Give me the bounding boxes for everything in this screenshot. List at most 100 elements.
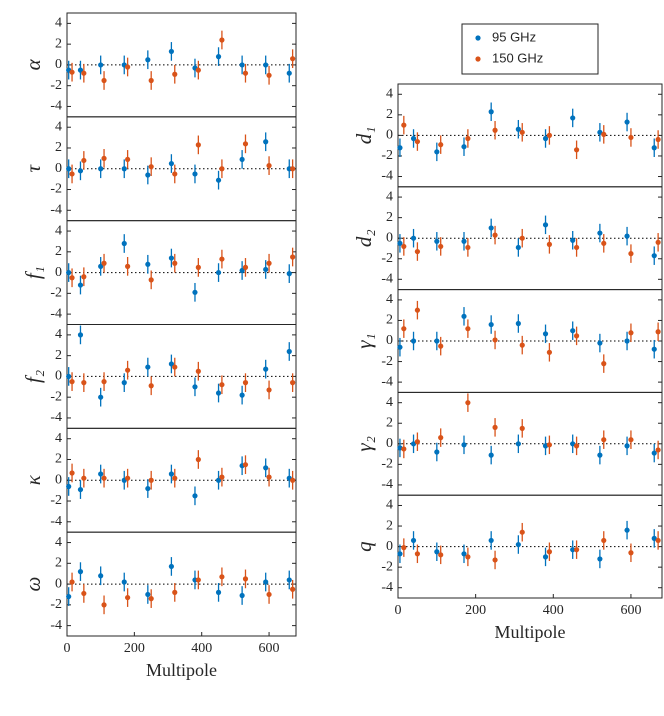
x-tick-label: 200 <box>465 603 486 618</box>
point <box>195 67 201 73</box>
point <box>492 127 498 133</box>
point <box>397 344 403 350</box>
point <box>219 256 225 262</box>
point <box>195 577 201 583</box>
point <box>101 260 107 266</box>
y-tick-label: -4 <box>381 169 393 184</box>
point <box>624 443 630 449</box>
point <box>81 274 87 280</box>
point <box>515 126 521 132</box>
point <box>192 171 198 177</box>
point <box>290 254 296 260</box>
point <box>148 77 154 84</box>
point <box>434 238 440 244</box>
point <box>69 379 75 385</box>
point <box>66 166 72 172</box>
y-tick-label: -4 <box>50 618 62 633</box>
point <box>546 549 553 555</box>
x-axis-label: Multipole <box>146 660 217 680</box>
y-tick-label: -2 <box>50 389 62 404</box>
y-tick-label: 0 <box>55 472 62 487</box>
point <box>290 380 296 386</box>
point <box>125 156 131 163</box>
point <box>81 157 87 164</box>
y-axis-label: q <box>352 541 376 552</box>
point <box>434 449 440 455</box>
point <box>573 244 580 251</box>
point <box>438 343 444 349</box>
point <box>101 155 107 161</box>
point <box>414 307 421 313</box>
point <box>410 338 417 344</box>
x-tick-label: 200 <box>124 641 145 656</box>
y-axis-label: f₁ <box>21 266 45 279</box>
point <box>434 338 440 344</box>
point <box>145 172 151 178</box>
x-tick-label: 400 <box>191 641 212 656</box>
point <box>461 551 467 557</box>
point <box>410 441 417 447</box>
y-axis-label: d₁ <box>352 126 376 144</box>
y-tick-label: 4 <box>55 535 62 550</box>
y-tick-label: 2 <box>386 518 393 533</box>
y-tick-label: 2 <box>55 36 62 51</box>
point <box>121 380 127 386</box>
point <box>77 67 84 73</box>
point <box>77 282 84 288</box>
point <box>242 264 249 270</box>
point <box>263 62 269 68</box>
point <box>488 109 494 115</box>
x-tick-label: 400 <box>543 603 564 618</box>
point <box>98 62 104 68</box>
point <box>488 537 494 544</box>
point <box>488 452 494 458</box>
point <box>98 394 104 400</box>
y-axis-label: γ₂ <box>352 436 376 452</box>
point <box>461 442 467 448</box>
point <box>601 537 607 544</box>
point <box>515 441 521 447</box>
point <box>81 590 87 597</box>
point <box>570 237 576 243</box>
y-tick-label: 0 <box>386 230 393 245</box>
y-tick-label: 2 <box>386 210 393 225</box>
point <box>290 586 296 592</box>
point <box>77 168 84 174</box>
point <box>66 593 72 600</box>
y-tick-label: 2 <box>55 556 62 571</box>
point <box>651 535 657 541</box>
point <box>215 269 222 276</box>
point <box>192 289 198 295</box>
point <box>69 470 75 476</box>
point <box>266 474 272 480</box>
point <box>597 452 603 458</box>
point <box>215 589 222 595</box>
point <box>148 477 154 483</box>
y-tick-label: 0 <box>55 57 62 72</box>
point <box>461 313 467 319</box>
point <box>624 338 630 344</box>
point <box>601 131 607 137</box>
point <box>286 70 292 76</box>
point <box>195 368 201 374</box>
point <box>172 260 178 266</box>
point <box>465 554 471 560</box>
y-tick-label: -4 <box>50 410 62 425</box>
y-tick-label: -2 <box>381 148 393 163</box>
point <box>601 437 607 443</box>
point <box>624 119 630 125</box>
point <box>242 141 249 147</box>
point <box>77 332 84 338</box>
point <box>290 477 296 483</box>
point <box>195 456 201 463</box>
point <box>570 441 576 447</box>
y-tick-label: 2 <box>55 140 62 155</box>
point <box>515 541 521 548</box>
y-tick-label: 0 <box>386 539 393 554</box>
point <box>66 269 72 276</box>
y-tick-label: -2 <box>381 251 393 266</box>
point <box>215 390 222 396</box>
point <box>290 166 296 172</box>
y-tick-label: 4 <box>55 431 62 446</box>
point <box>219 37 225 43</box>
